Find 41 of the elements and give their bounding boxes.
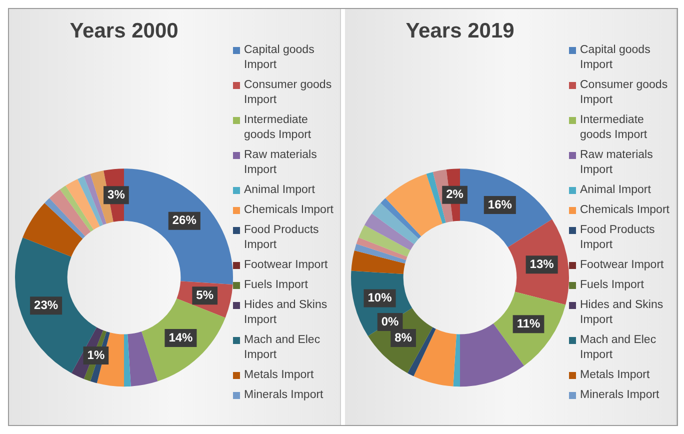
legend-label: Intermediate goods Import — [580, 113, 648, 143]
legend-label: Footwear Import — [244, 258, 328, 273]
data-label: 11% — [516, 316, 541, 330]
data-label: 10% — [368, 290, 392, 305]
data-label: 8% — [394, 330, 412, 344]
legend-label: Metals Import — [580, 368, 650, 383]
data-label: 5% — [196, 288, 214, 302]
data-label: 14% — [168, 330, 194, 344]
legend-label: Chemicals Import — [244, 203, 334, 218]
data-label: 13% — [530, 256, 554, 271]
data-label: 2% — [446, 187, 464, 202]
legend-label: Mach and Elec Import — [580, 333, 658, 363]
legend-label: Intermediate goods Import — [244, 113, 312, 143]
legend-label: Footwear Import — [580, 258, 664, 273]
legend-label: Animal Import — [580, 183, 651, 198]
legend-label: Chemicals Import — [580, 203, 670, 218]
legend-label: Minerals Import — [244, 388, 324, 403]
legend-label: Consumer goods Import — [580, 78, 669, 108]
legend-label: Fuels Import — [580, 278, 644, 293]
data-label: 16% — [488, 197, 512, 212]
legend-label: Hides and Skins Import — [244, 298, 328, 328]
data-label: 1% — [87, 348, 105, 362]
data-label: 23% — [34, 298, 58, 312]
legend-label: Consumer goods Import — [244, 78, 333, 108]
legend-label: Metals Import — [244, 368, 314, 383]
legend-label: Animal Import — [244, 183, 315, 198]
legend-label: Capital goods Import — [580, 43, 652, 73]
chart-title: Years 2019 — [406, 19, 514, 42]
legend-label: Food Products Import — [244, 223, 320, 253]
legend-label: Minerals Import — [580, 388, 660, 403]
data-label: 26% — [172, 213, 197, 228]
legend-label: Mach and Elec Import — [244, 333, 322, 363]
legend-label: Food Products Import — [580, 223, 656, 253]
legend-label: Hides and Skins Import — [580, 298, 664, 328]
text: 0% — [381, 314, 399, 328]
data-label: 3% — [108, 187, 126, 202]
legend-label: Raw materials Import — [580, 148, 654, 178]
chart-title: Years 2000 — [70, 19, 178, 42]
legend-label: Capital goods Import — [244, 43, 316, 73]
legend-label: Raw materials Import — [244, 148, 318, 178]
legend-label: Fuels Import — [244, 278, 308, 293]
